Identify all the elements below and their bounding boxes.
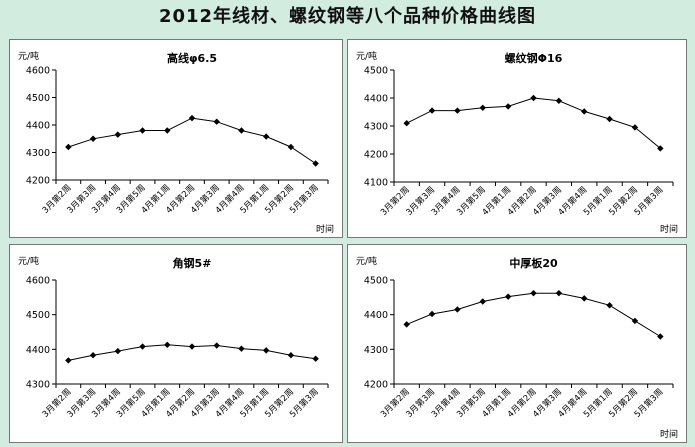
chart-rebar: 螺纹钢Φ16元/吨410042004300440045003月第2周3月第3周3…	[356, 50, 678, 235]
y-tick-label: 4500	[364, 66, 388, 77]
x-axis-title: 时间	[660, 223, 678, 235]
data-point	[631, 317, 639, 325]
y-tick-label: 4500	[26, 93, 50, 104]
data-point	[213, 118, 220, 125]
y-tick-label: 4100	[364, 178, 388, 189]
data-point	[312, 355, 319, 362]
y-tick-label: 4300	[26, 148, 50, 159]
chart-title: 高线φ6.5	[167, 51, 217, 65]
data-point	[312, 160, 319, 167]
chart-panel-wire-rod: 高线φ6.5 元/吨 4200 4300 4400 4500 4600 3月第2周 3月第3周 3…	[9, 39, 343, 238]
data-point	[89, 352, 97, 359]
data-point	[262, 133, 270, 140]
chart-panel-angle-steel: 角钢5# 元/吨 4300 4400 4500 4600 3月第2周 3月第3周 3月第4周 3月…	[9, 244, 343, 443]
data-point	[213, 342, 220, 349]
y-tick-label: 4400	[364, 310, 388, 321]
data-point	[606, 115, 613, 123]
y-tick-label: 4400	[26, 121, 50, 132]
page-title: 2012年线材、螺纹钢等八个品种价格曲线图	[158, 6, 537, 27]
chart-medium-plate: 中厚板20元/吨42004300440045003月第2周3月第3周3月第4周3…	[356, 255, 678, 440]
data-point	[581, 295, 588, 302]
data-point	[114, 347, 122, 355]
data-point	[287, 143, 295, 151]
chart-title: 中厚板20	[509, 256, 558, 270]
y-tick-label: 4400	[26, 345, 50, 356]
y-axis-unit-label: 元/吨	[18, 255, 39, 267]
series-line	[406, 97, 661, 149]
data-point	[403, 321, 410, 328]
chart-angle-steel: 角钢5#元/吨43004400450046003月第2周3月第3周3月第4周3月…	[18, 255, 329, 420]
data-point	[287, 352, 295, 359]
y-tick-label: 4200	[364, 150, 388, 161]
y-tick-label: 4400	[364, 94, 388, 105]
data-point	[454, 306, 461, 313]
y-axis-unit-label: 元/吨	[356, 255, 377, 267]
data-point	[188, 343, 196, 350]
data-point	[479, 104, 486, 111]
chart-wire-rod: 高线φ6.5元/吨420043004400450046003月第2周3月第3周3…	[18, 50, 334, 235]
y-tick-label: 4600	[26, 66, 50, 77]
y-tick-label: 4500	[26, 310, 50, 321]
data-point	[262, 347, 270, 354]
data-point	[89, 135, 97, 142]
y-axis-unit-label: 元/吨	[356, 50, 377, 62]
data-point	[65, 357, 72, 364]
data-point	[428, 107, 436, 114]
data-point	[139, 343, 146, 350]
data-point	[188, 114, 196, 122]
y-axis-unit-label: 元/吨	[18, 50, 39, 62]
y-tick-label: 4300	[364, 122, 388, 133]
data-point	[428, 310, 436, 318]
data-point	[530, 94, 537, 102]
chart-panel-rebar: 螺纹钢Φ16 元/吨 4100 4200 4300 4400 4500 3月第2周 3月第3周 3…	[347, 39, 687, 238]
data-point	[403, 120, 410, 127]
x-axis-title: 时间	[660, 428, 678, 440]
data-point	[555, 289, 563, 297]
data-point	[454, 107, 461, 114]
series-line	[68, 117, 316, 164]
chart-title: 螺纹钢Φ16	[505, 51, 563, 65]
data-point	[530, 289, 537, 297]
x-axis-title: 时间	[316, 223, 334, 235]
y-tick-label: 4500	[364, 276, 388, 287]
y-tick-label: 4300	[26, 380, 50, 391]
y-tick-label: 4200	[364, 380, 388, 391]
y-tick-label: 4200	[26, 176, 50, 187]
data-point	[164, 341, 171, 349]
series-line	[406, 292, 661, 337]
data-point	[504, 103, 512, 110]
data-point	[238, 345, 245, 352]
data-point	[606, 302, 613, 309]
data-point	[504, 293, 512, 300]
data-point	[65, 143, 72, 151]
y-tick-label: 4600	[26, 276, 50, 287]
data-point	[657, 333, 664, 340]
chart-panel-medium-plate: 中厚板20 元/吨 4200 4300 4400 4500 3月第2周 3月第3周 3月第4周 3…	[347, 244, 687, 443]
data-point	[238, 127, 245, 134]
data-point	[479, 298, 486, 305]
y-tick-label: 4300	[364, 345, 388, 356]
data-point	[114, 131, 122, 138]
data-point	[139, 127, 146, 134]
chart-title: 角钢5#	[173, 256, 212, 270]
data-point	[164, 127, 171, 134]
data-point	[581, 108, 588, 115]
data-point	[555, 97, 563, 104]
